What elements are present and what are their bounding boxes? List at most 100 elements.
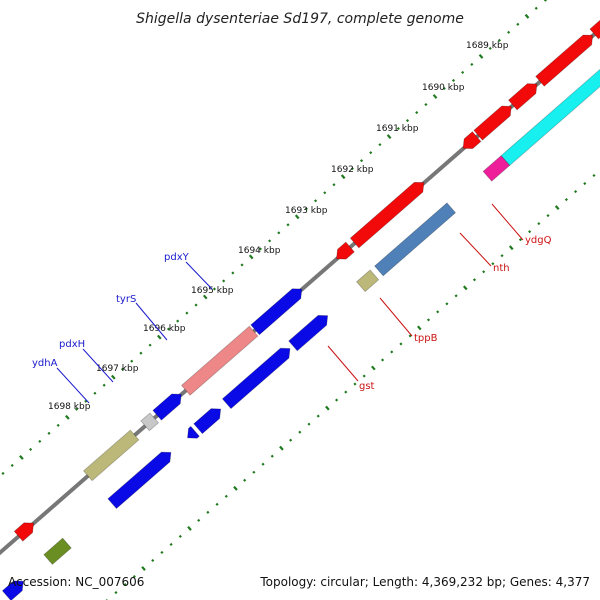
tick-mark (202, 294, 208, 300)
genome-title: Shigella dysenteriae Sd197, complete gen… (136, 11, 464, 27)
tick-mark (141, 566, 146, 571)
tick-mark (248, 254, 254, 260)
tick-mark (507, 30, 511, 34)
tick-mark (111, 374, 116, 380)
tick-mark (65, 414, 70, 420)
tick-mark (386, 134, 392, 140)
tick-mark (268, 239, 272, 243)
tick-mark (371, 365, 376, 371)
tick-mark (543, 0, 547, 2)
tick-mark (185, 311, 189, 315)
tick-mark (252, 470, 256, 474)
tick-mark (583, 181, 587, 186)
tick-mark (340, 174, 346, 180)
tick-mark (169, 542, 173, 546)
tick-mark (369, 151, 373, 155)
gene-feature (13, 522, 35, 542)
tick-mark (178, 534, 182, 538)
gene-label-ydhA: ydhA (32, 358, 58, 369)
tick-mark (38, 439, 42, 443)
tick-mark (508, 245, 514, 251)
tick-mark (1, 471, 5, 476)
kbp-label: 1693 kbp (285, 206, 328, 216)
gene-feature-gst (355, 269, 380, 293)
tick-mark (123, 582, 127, 587)
kbp-label: 1696 kbp (143, 324, 186, 334)
tick-mark (289, 438, 293, 442)
tick-mark (258, 247, 262, 251)
tick-mark (187, 525, 192, 531)
tick-mark (75, 407, 79, 411)
tick-mark (405, 119, 410, 123)
gene-label-pdxY: pdxY (164, 252, 190, 263)
tick-mark (325, 405, 330, 411)
tick-mark (546, 214, 550, 218)
tick-mark (497, 38, 501, 42)
tick-mark (378, 143, 382, 147)
tick-mark (132, 574, 136, 579)
gene-feature (507, 83, 538, 111)
tick-mark (353, 382, 357, 386)
tick-mark (516, 22, 520, 26)
tick-mark (408, 334, 412, 338)
gene-feature-tyrS (180, 325, 259, 396)
tick-mark (424, 102, 428, 107)
kbp-label: 1689 kbp (466, 41, 509, 51)
tick-mark (114, 591, 118, 595)
tick-mark (461, 70, 465, 74)
gene-feature (140, 412, 159, 432)
kbp-label: 1692 kbp (331, 165, 374, 175)
gene-label-tyrS: tyrS (116, 294, 136, 305)
gene-feature (1, 580, 24, 600)
tick-mark (426, 318, 431, 322)
gene-feature (107, 451, 172, 510)
tick-mark (233, 485, 238, 491)
gene-feature (535, 34, 594, 87)
kbp-label: 1698 kbp (48, 402, 91, 412)
tick-mark (139, 351, 143, 355)
tick-mark (156, 334, 162, 340)
gene-feature (589, 19, 600, 40)
tick-mark (518, 238, 522, 242)
tick-mark (120, 367, 125, 371)
gene-feature (336, 241, 355, 260)
tick-mark (56, 423, 60, 427)
tick-mark (148, 343, 152, 347)
tick-mark (222, 279, 226, 283)
gene-feature (187, 425, 200, 439)
gene-feature (221, 347, 291, 410)
tick-mark (166, 327, 171, 331)
tick-mark (151, 558, 155, 563)
gene-label-pdxH: pdxH (59, 339, 85, 350)
tick-mark (307, 422, 311, 426)
tick-mark (270, 454, 274, 458)
kbp-label: 1695 kbp (191, 286, 234, 296)
tick-mark (537, 222, 541, 226)
tick-mark (277, 231, 281, 235)
tick-mark (240, 263, 244, 267)
tick-mark (212, 287, 217, 291)
tick-mark (323, 191, 327, 195)
tick-mark (298, 430, 302, 434)
gene-feature (193, 408, 222, 435)
tick-mark (417, 325, 422, 331)
tick-mark (29, 447, 33, 451)
tick-mark (359, 159, 364, 163)
gene-feature-ydgQ (500, 68, 600, 166)
tick-mark (314, 199, 318, 203)
tick-mark (130, 359, 134, 363)
tick-mark (279, 445, 284, 451)
tick-mark (47, 431, 51, 435)
genome-summary-text: Topology: circular; Length: 4,369,232 bp… (260, 575, 590, 589)
tick-mark (350, 167, 354, 171)
tick-mark (362, 374, 366, 378)
tick-mark (335, 398, 339, 402)
tick-mark (84, 399, 88, 403)
tick-mark (396, 127, 400, 131)
gene-feature-ydhA (83, 429, 140, 482)
tick-mark (215, 502, 219, 506)
tick-mark (470, 62, 474, 66)
tick-mark (176, 319, 180, 323)
